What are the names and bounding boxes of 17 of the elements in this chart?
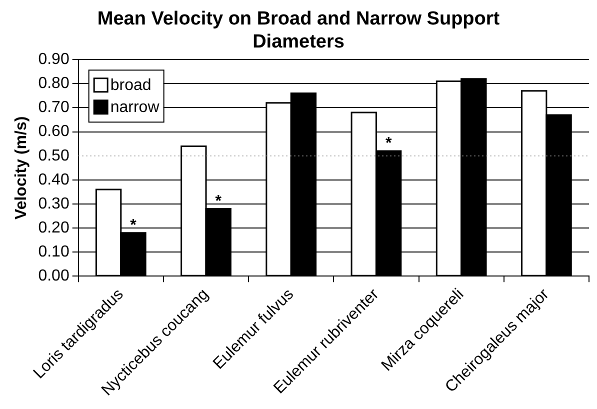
y-tick-label: 0.60: [38, 123, 70, 140]
y-axis-title: Velocity (m/s): [13, 116, 30, 220]
annotation: *: [130, 216, 138, 234]
y-tick-label: 0.90: [38, 51, 70, 68]
y-tick-label: 0.40: [38, 171, 70, 188]
y-tick-label: 0.70: [38, 99, 70, 116]
y-tick-label: 0.20: [38, 219, 70, 236]
chart-title: Mean Velocity on Broad and Narrow Support Diameters: [97, 8, 500, 52]
y-tick-label: 0.00: [38, 268, 70, 285]
y-tick-label: 0.10: [38, 244, 70, 261]
y-tick-label: 0.80: [38, 75, 70, 92]
legend-label: broad: [110, 77, 152, 94]
annotation: *: [385, 135, 392, 152]
y-tick-label: 0.50: [38, 147, 70, 164]
y-tick-label: 0.30: [38, 195, 70, 212]
annotation: *: [215, 192, 222, 210]
legend-label: narrow: [110, 99, 160, 116]
